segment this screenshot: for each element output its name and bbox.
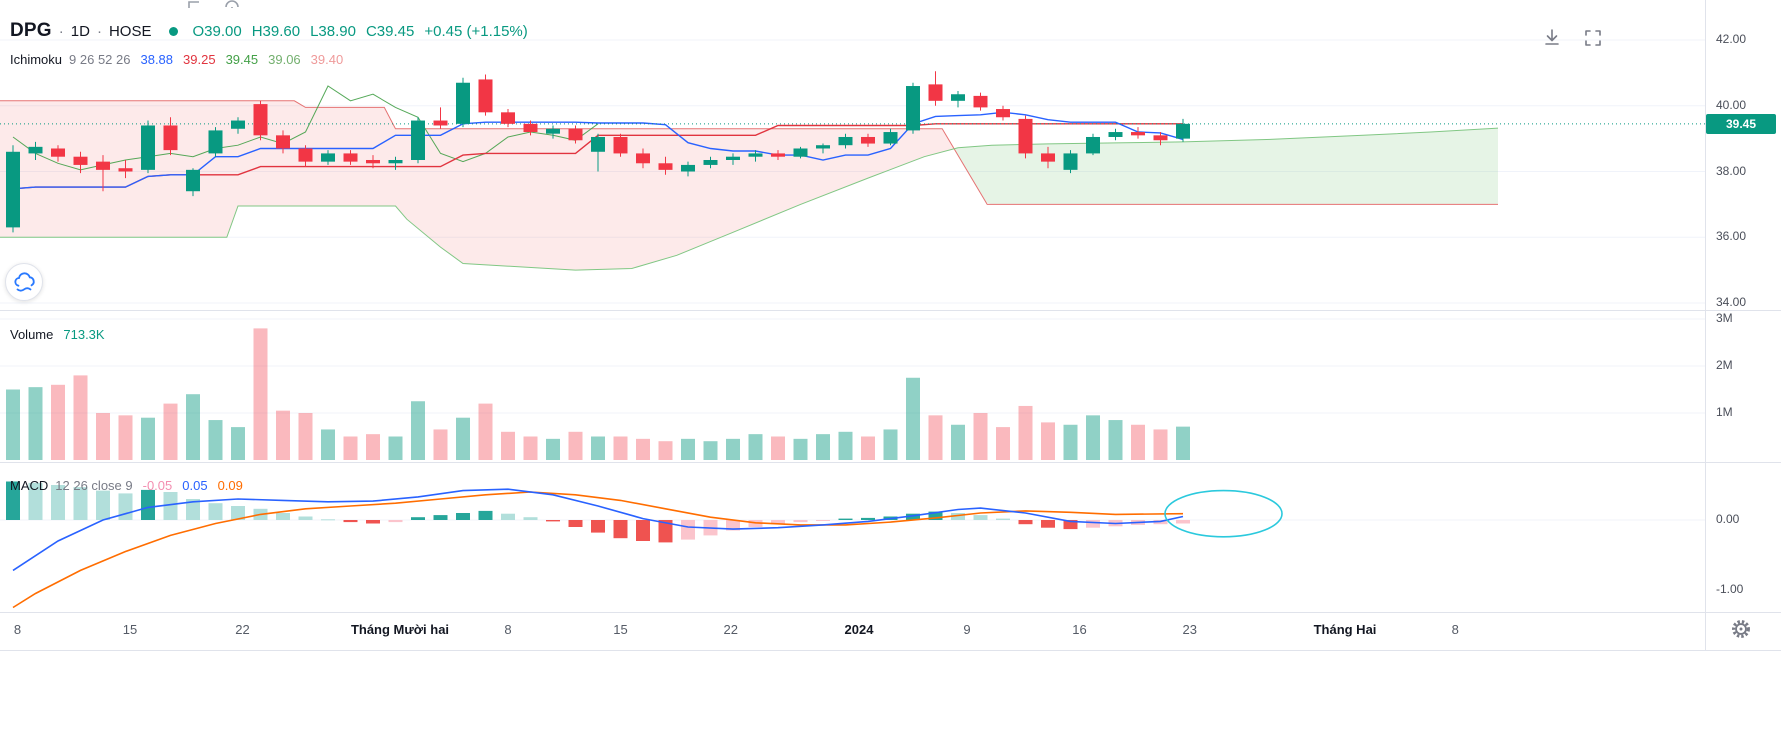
ohlc-change: +0.45 (+1.15%) — [424, 22, 528, 40]
time-tick-label: Tháng Hai — [1313, 622, 1377, 637]
ohlc-low: L38.90 — [310, 22, 356, 40]
price-tick-label: 42.00 — [1716, 32, 1747, 46]
exchange-label: HOSE — [108, 22, 152, 40]
time-tick-label: 8 — [13, 622, 22, 637]
ichimoku-legend[interactable]: Ichimoku 9 26 52 26 38.88 39.25 39.45 39.06… — [10, 52, 343, 67]
macd-value: -0.05 — [142, 478, 173, 493]
symbol-name: DPG — [10, 20, 52, 41]
ichimoku-cloud — [0, 100, 1499, 271]
ichimoku-value: 39.40 — [310, 52, 344, 67]
indicator-params: 9 26 52 26 — [69, 52, 131, 67]
macd-values: -0.05 0.05 0.09 — [133, 478, 243, 493]
ellipse-annotation — [1164, 489, 1283, 538]
ichimoku-value: 38.88 — [140, 52, 174, 67]
macd-value: 0.09 — [217, 478, 243, 493]
ichimoku-value: 39.25 — [183, 52, 216, 67]
gear-icon — [1732, 620, 1750, 638]
cropped-toolbar-icon[interactable] — [186, 0, 202, 8]
current-price-badge: 39.45 — [1706, 113, 1776, 134]
volume-value: 713.3K — [63, 327, 105, 342]
price-tick-label: 36.00 — [1716, 229, 1747, 244]
time-tick-label: 8 — [504, 622, 512, 637]
indicator-name: Ichimoku — [10, 52, 63, 67]
time-axis-settings-button[interactable] — [1728, 616, 1754, 642]
time-tick-label: 16 — [1072, 622, 1087, 637]
price-tick-label: 34.00 — [1716, 295, 1747, 309]
time-tick-label: 22 — [723, 622, 738, 637]
cropped-toolbar-fragments — [186, 0, 240, 8]
candles — [6, 71, 1190, 233]
cloud-icon — [14, 272, 35, 292]
volume-legend[interactable]: Volume 713.3K — [10, 327, 105, 342]
ichimoku-values: 38.88 39.25 39.45 39.06 39.40 — [130, 52, 343, 67]
time-tick-label: Tháng Mười hai — [350, 622, 450, 637]
time-tick-label: 15 — [122, 622, 138, 637]
market-status-dot[interactable] — [169, 26, 179, 36]
mac-d — [6, 481, 1190, 609]
time-tick-label: 9 — [963, 622, 971, 637]
indicator-name: Volume — [10, 327, 54, 342]
time-tick-label: 2024 — [844, 622, 874, 637]
volume-tick-label: 1M — [1716, 405, 1733, 419]
volume-bars — [6, 328, 1190, 460]
fullscreen-icon — [1585, 30, 1601, 46]
cropped-bell-icon[interactable] — [224, 0, 240, 8]
scroll-to-recent-button[interactable] — [1539, 25, 1565, 51]
legend-separator: · — [96, 22, 102, 40]
ohlc-open: O39.00 — [192, 22, 242, 40]
volume-tick-label: 2M — [1716, 358, 1733, 372]
interval-label: 1D — [70, 22, 90, 40]
macd-tick-label: -1.00 — [1716, 582, 1744, 596]
ohlc-close: C39.45 — [365, 22, 415, 40]
ichimoku-value: 39.06 — [268, 52, 301, 67]
ohlc-high: H39.60 — [251, 22, 301, 40]
indicator-params: 12 26 close 9 — [55, 478, 133, 493]
time-tick-label: 8 — [1451, 622, 1459, 637]
price-tick-label: 38.00 — [1716, 163, 1747, 178]
time-tick-label: 15 — [613, 622, 628, 637]
volume-tick-label: 3M — [1716, 311, 1733, 325]
macd-value: 0.05 — [182, 478, 208, 493]
macd-tick-label: 0.00 — [1716, 512, 1740, 526]
indicator-name: MACD — [10, 478, 49, 493]
legend-separator: · — [58, 22, 64, 40]
ichimoku-value: 39.45 — [225, 52, 259, 67]
time-tick-label: 22 — [235, 622, 250, 637]
time-tick-label: 23 — [1182, 622, 1197, 637]
arrow-down-icon — [1545, 29, 1559, 45]
symbol-legend[interactable]: DPG · 1D · HOSE O39.00 H39.60 L38.90 C39… — [10, 20, 538, 42]
ichimoku-indicator-button[interactable] — [5, 263, 43, 301]
macd-legend[interactable]: MACD 12 26 close 9 -0.05 0.05 0.09 — [10, 478, 243, 493]
fullscreen-button[interactable] — [1580, 25, 1606, 51]
price-tick-label: 40.00 — [1716, 97, 1747, 112]
pane-separators — [0, 0, 1781, 651]
